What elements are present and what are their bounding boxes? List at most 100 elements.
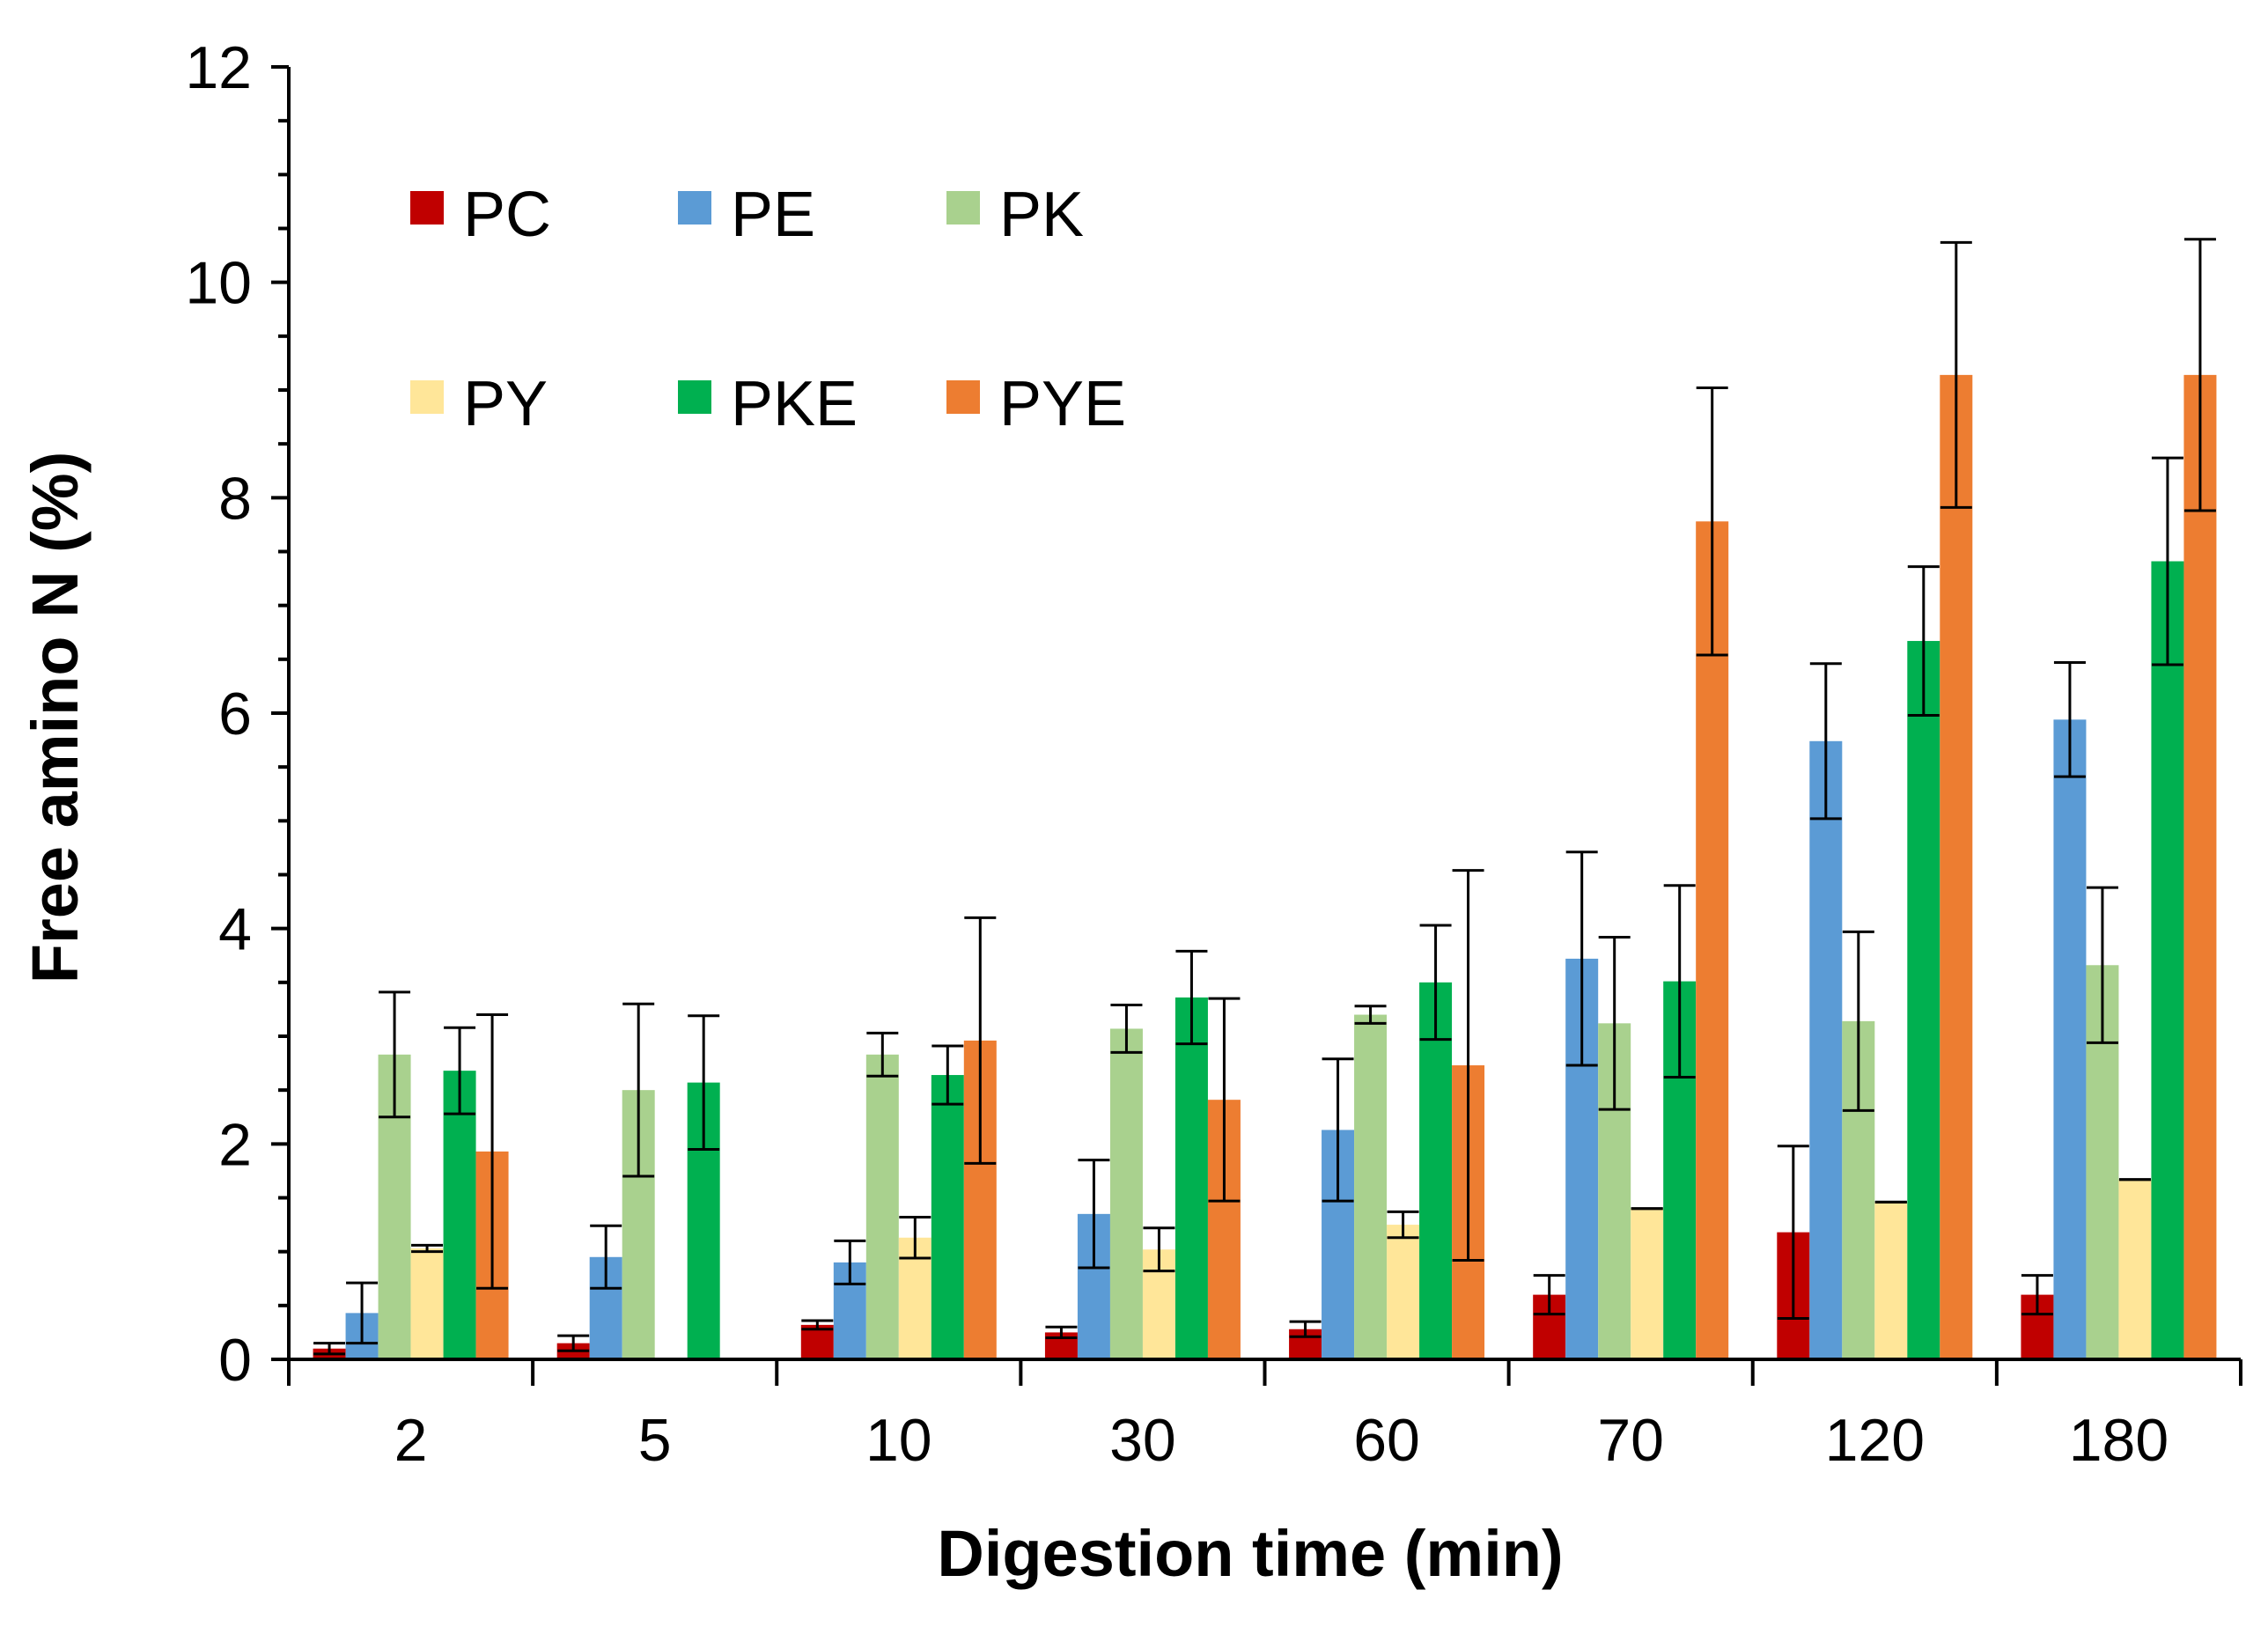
- error-bar-PYE-10: [964, 916, 997, 1165]
- bar-PK-60: [1354, 1014, 1388, 1359]
- error-bar-PK-180: [2086, 886, 2118, 1044]
- legend-item-PE: PE: [678, 180, 815, 250]
- x-tick-label: 5: [638, 1407, 672, 1474]
- axes-layer: 0 2 4 6 8 10 12 2 5 10 30 60 70 120 180: [185, 34, 2242, 1474]
- error-bar-PK-30: [1110, 1004, 1143, 1054]
- error-bar-PE-60: [1322, 1057, 1354, 1203]
- x-tick-label: 70: [1597, 1407, 1664, 1474]
- legend-item-PK: PK: [946, 180, 1084, 250]
- error-bar-PE-2: [346, 1281, 379, 1345]
- bar-PY-120: [1874, 1202, 1908, 1359]
- x-tick-label: 10: [865, 1407, 932, 1474]
- legend: PC PE PK PY PKE PYE: [410, 180, 1126, 439]
- error-bar-PE-10: [834, 1239, 866, 1285]
- error-bar-PC-120: [1777, 1145, 1809, 1321]
- bar-PYE-70: [1696, 521, 1729, 1359]
- bar-PK-30: [1109, 1028, 1143, 1359]
- error-bar-PY-10: [899, 1216, 932, 1260]
- error-bar-PC-30: [1045, 1325, 1078, 1340]
- legend-item-PC: PC: [410, 180, 551, 250]
- legend-swatch: [410, 380, 444, 414]
- bar-PY-70: [1631, 1208, 1664, 1359]
- x-tick-label: 120: [1825, 1407, 1925, 1474]
- error-bar-PYE-60: [1452, 869, 1484, 1262]
- bar-PE-180: [2053, 719, 2087, 1359]
- error-bar-PKE-10: [932, 1044, 964, 1106]
- y-tick-label: 12: [185, 34, 252, 101]
- error-bar-PK-120: [1842, 930, 1874, 1112]
- y-tick-label: 4: [218, 896, 252, 963]
- x-tick-label: 180: [2069, 1407, 2169, 1474]
- legend-item-PKE: PKE: [678, 369, 858, 439]
- error-bar-PC-10: [801, 1319, 834, 1331]
- error-bar-PYE-180: [2183, 238, 2216, 512]
- legend-swatch: [678, 191, 711, 225]
- error-bar-PK-10: [866, 1031, 899, 1078]
- bar-PC-10: [800, 1324, 834, 1359]
- y-axis-title: Free amino N (%): [18, 452, 92, 983]
- error-bar-PKE-5: [688, 1014, 720, 1151]
- error-bar-PYE-70: [1696, 387, 1728, 657]
- y-tick-label: 6: [218, 681, 252, 747]
- bar-PE-120: [1809, 740, 1843, 1359]
- legend-swatch: [946, 380, 980, 414]
- error-bar-PK-5: [622, 1002, 655, 1178]
- error-bar-PC-60: [1289, 1320, 1322, 1338]
- legend-label: PC: [463, 180, 551, 250]
- x-tick-label: 60: [1353, 1407, 1420, 1474]
- error-bar-PC-180: [2021, 1274, 2053, 1316]
- error-bar-PK-60: [1354, 1005, 1387, 1025]
- bar-PKE-10: [931, 1075, 964, 1359]
- bar-PKE-180: [2151, 561, 2184, 1359]
- error-bar-PC-5: [557, 1334, 590, 1352]
- error-bar-PYE-30: [1208, 997, 1241, 1203]
- error-bar-PC-70: [1533, 1274, 1565, 1316]
- y-tick-label: 2: [218, 1111, 252, 1178]
- bars-layer: [313, 374, 2217, 1360]
- legend-item-PYE: PYE: [946, 369, 1126, 439]
- bar-PY-180: [2118, 1179, 2152, 1359]
- error-bar-PKE-120: [1907, 565, 1940, 717]
- y-tick-label: 0: [218, 1327, 252, 1394]
- error-bar-PK-2: [379, 990, 411, 1119]
- y-tick-label: 8: [218, 465, 252, 532]
- bar-PY-60: [1387, 1225, 1420, 1359]
- x-tick-label: 30: [1109, 1407, 1176, 1474]
- error-bars-layer: [313, 238, 2216, 1356]
- error-bar-PYE-2: [476, 1013, 509, 1290]
- legend-item-PY: PY: [410, 369, 548, 439]
- error-bar-PK-70: [1598, 935, 1631, 1111]
- error-bar-PKE-180: [2151, 456, 2183, 666]
- bar-PK-10: [865, 1054, 899, 1359]
- bar-PKE-30: [1174, 997, 1208, 1359]
- legend-label: PK: [999, 180, 1084, 250]
- bar-PYE-180: [2183, 374, 2217, 1360]
- error-bar-PC-2: [313, 1342, 346, 1356]
- error-bar-PE-120: [1809, 662, 1842, 821]
- error-bar-PY-2: [411, 1243, 444, 1254]
- bar-PYE-120: [1940, 374, 1973, 1360]
- x-tick-label: 2: [394, 1407, 428, 1474]
- legend-swatch: [946, 191, 980, 225]
- error-bar-PKE-2: [444, 1026, 476, 1115]
- bar-PY-2: [410, 1248, 444, 1359]
- bar-PKE-120: [1907, 641, 1940, 1359]
- error-bar-PE-30: [1078, 1159, 1110, 1270]
- bar-PKE-2: [443, 1071, 476, 1359]
- legend-label: PY: [463, 369, 548, 439]
- error-bar-PKE-60: [1419, 924, 1452, 1042]
- error-bar-PE-180: [2053, 661, 2086, 778]
- legend-swatch: [410, 191, 444, 225]
- error-bar-PE-5: [590, 1224, 622, 1290]
- legend-label: PE: [731, 180, 815, 250]
- error-bar-PY-30: [1143, 1226, 1175, 1273]
- error-bar-PKE-30: [1175, 949, 1208, 1046]
- error-bar-PE-70: [1565, 850, 1598, 1067]
- legend-label: PYE: [999, 369, 1126, 439]
- x-axis-title: Digestion time (min): [937, 1517, 1563, 1590]
- y-tick-label: 10: [185, 250, 252, 317]
- legend-label: PKE: [731, 369, 858, 439]
- bar-PKE-60: [1419, 982, 1453, 1359]
- error-bar-PY-60: [1387, 1210, 1419, 1240]
